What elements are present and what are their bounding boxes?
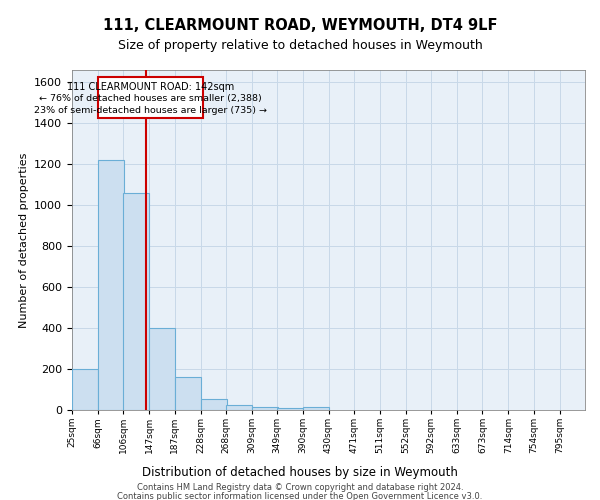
Bar bbox=[124, 193, 149, 410]
Bar bbox=[200, 398, 227, 410]
Text: ← 76% of detached houses are smaller (2,388): ← 76% of detached houses are smaller (2,… bbox=[39, 94, 262, 104]
Bar bbox=[175, 377, 200, 410]
Text: Contains public sector information licensed under the Open Government Licence v3: Contains public sector information licen… bbox=[118, 492, 482, 500]
Text: Distribution of detached houses by size in Weymouth: Distribution of detached houses by size … bbox=[142, 466, 458, 479]
Bar bbox=[303, 407, 329, 410]
Bar bbox=[277, 408, 303, 410]
Y-axis label: Number of detached properties: Number of detached properties bbox=[19, 152, 29, 328]
Text: Contains HM Land Registry data © Crown copyright and database right 2024.: Contains HM Land Registry data © Crown c… bbox=[137, 483, 463, 492]
Text: Size of property relative to detached houses in Weymouth: Size of property relative to detached ho… bbox=[118, 39, 482, 52]
Bar bbox=[252, 406, 278, 410]
Text: 111 CLEARMOUNT ROAD: 142sqm: 111 CLEARMOUNT ROAD: 142sqm bbox=[67, 82, 234, 92]
Bar bbox=[72, 369, 98, 410]
Text: 23% of semi-detached houses are larger (735) →: 23% of semi-detached houses are larger (… bbox=[34, 106, 267, 116]
Bar bbox=[226, 405, 252, 410]
Text: 111, CLEARMOUNT ROAD, WEYMOUTH, DT4 9LF: 111, CLEARMOUNT ROAD, WEYMOUTH, DT4 9LF bbox=[103, 18, 497, 32]
Bar bbox=[149, 328, 175, 410]
Bar bbox=[98, 77, 203, 118]
Bar bbox=[98, 160, 124, 410]
